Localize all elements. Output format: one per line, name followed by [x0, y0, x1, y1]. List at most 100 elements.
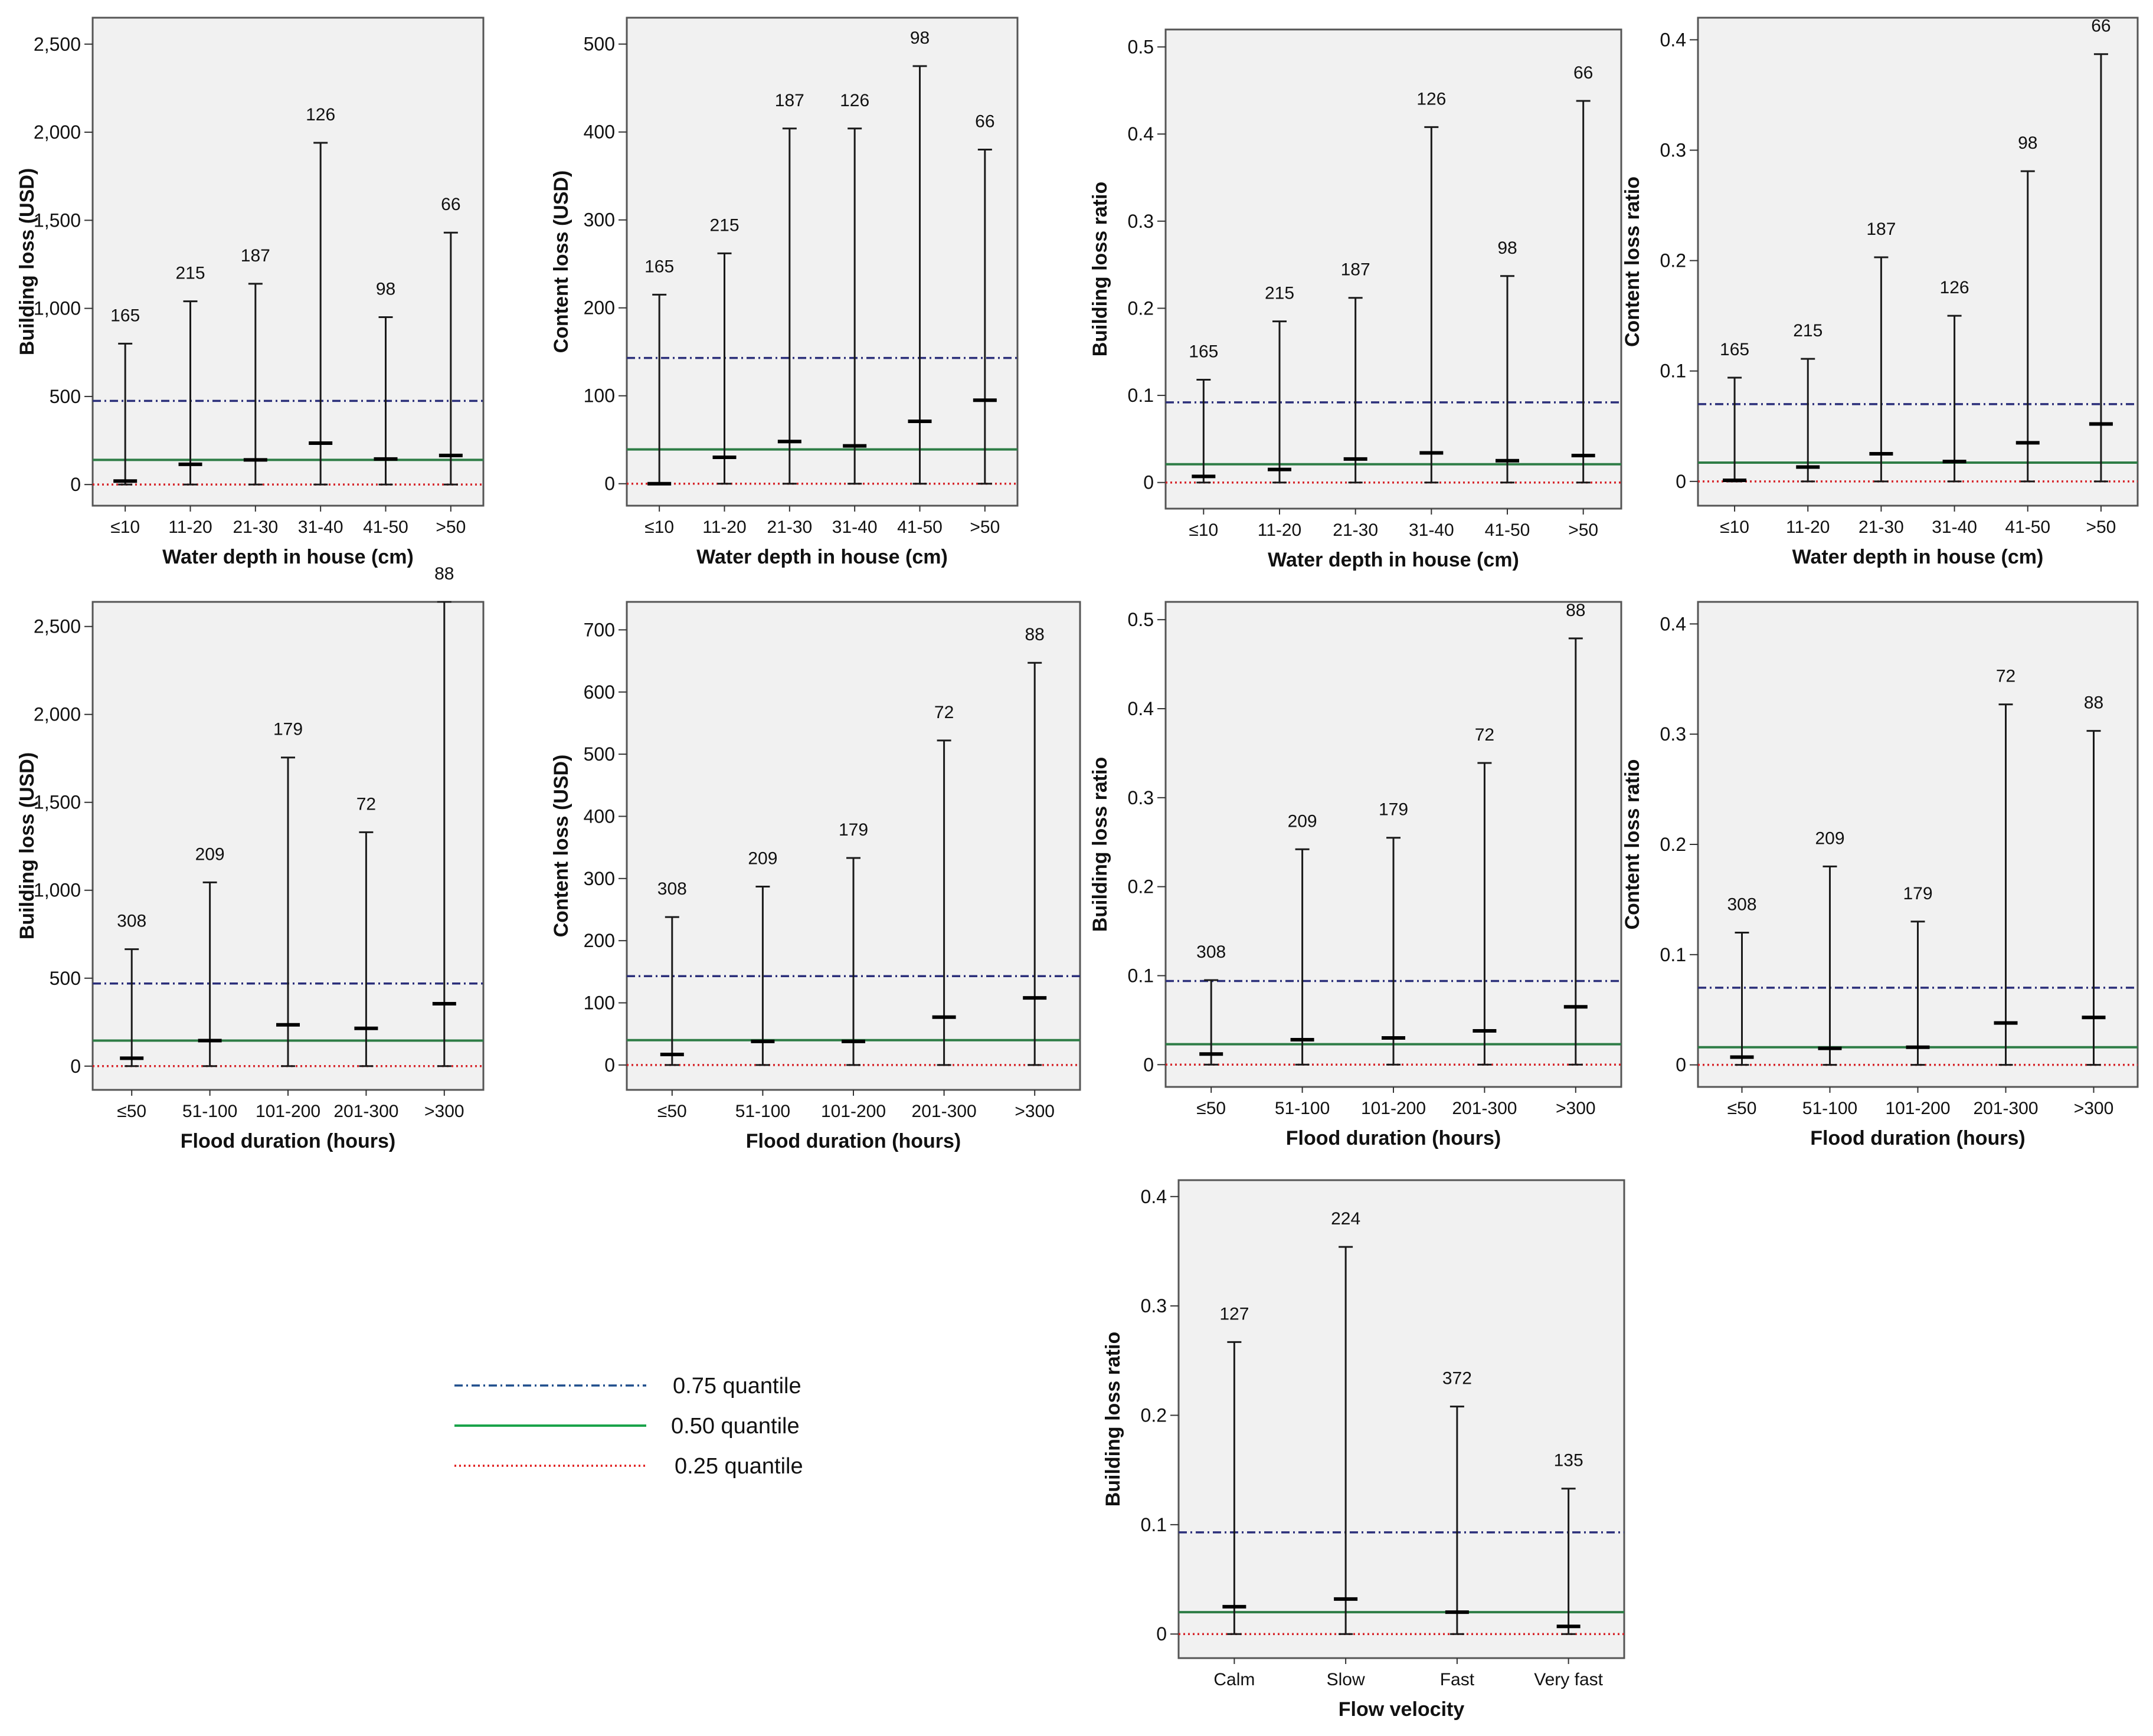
y-axis-title: Building loss ratio	[1089, 182, 1111, 357]
y-tick-label: 0	[604, 1054, 615, 1076]
y-tick-label: 0.3	[1660, 140, 1686, 161]
count-label: 308	[1196, 942, 1226, 962]
count-label: 165	[644, 257, 674, 276]
x-tick-label: ≤50	[1727, 1099, 1757, 1118]
x-tick-label: 21-30	[1333, 520, 1378, 540]
count-label: 88	[1566, 601, 1585, 620]
x-tick-label: >300	[2074, 1099, 2114, 1118]
y-tick-label: 500	[50, 386, 81, 407]
x-tick-label: 31-40	[832, 517, 878, 537]
count-label: 179	[1903, 884, 1932, 903]
x-tick-label: 101-200	[1885, 1099, 1950, 1118]
count-label: 209	[195, 844, 225, 864]
chart-panel-4: 0 0.1 0.2 0.3 0.4 165 ≤10 215 11-20 187 21-30 126 31…	[1621, 17, 2139, 568]
count-label: 66	[975, 112, 994, 132]
y-tick-label: 400	[584, 122, 615, 143]
count-label: 66	[1573, 63, 1593, 83]
x-tick-label: 201-300	[1973, 1099, 2038, 1118]
y-tick-label: 1,000	[34, 298, 81, 319]
y-tick-label: 0	[70, 1056, 81, 1077]
x-tick-label: 41-50	[897, 517, 943, 537]
x-tick-label: 31-40	[1409, 520, 1454, 540]
x-tick-label: 21-30	[767, 517, 812, 537]
y-tick-label: 1,000	[34, 880, 81, 901]
chart-panel-5: 0 500 1,000 1,500 2,000 2,500 308 ≤50 209 51-100 1…	[16, 564, 485, 1152]
count-label: 372	[1442, 1369, 1472, 1388]
y-tick-label: 0.2	[1141, 1405, 1167, 1426]
x-tick-label: >300	[1556, 1099, 1596, 1118]
x-tick-label: 11-20	[1258, 520, 1302, 540]
x-tick-label: 51-100	[1802, 1099, 1857, 1118]
count-label: 165	[1720, 340, 1749, 359]
y-axis-title: Building loss (USD)	[16, 168, 38, 355]
y-tick-label: 200	[584, 297, 615, 319]
x-tick-label: ≤50	[657, 1102, 687, 1121]
y-tick-label: 0.2	[1660, 834, 1686, 855]
count-label: 126	[306, 105, 335, 125]
count-label: 98	[376, 280, 395, 299]
count-label: 126	[840, 91, 869, 110]
y-tick-label: 0.4	[1141, 1186, 1167, 1207]
chart-panel-1: 0 500 1,000 1,500 2,000 2,500 165 ≤10 215 11-20 18…	[16, 17, 485, 568]
count-label: 88	[2084, 693, 2103, 713]
y-axis-title: Content loss (USD)	[550, 755, 572, 938]
chart-panel-2: 0 100 200 300 400 500 165 ≤10 215 11-20 187 21-30 12…	[550, 17, 1019, 568]
y-tick-label: 0	[70, 474, 81, 495]
y-tick-label: 500	[50, 968, 81, 989]
y-tick-label: 2,000	[34, 122, 81, 143]
count-label: 165	[1189, 342, 1218, 361]
count-label: 98	[2018, 133, 2037, 153]
y-tick-label: 200	[584, 930, 615, 951]
y-tick-label: 0	[1143, 472, 1154, 493]
count-label: 308	[657, 879, 687, 899]
count-label: 126	[1940, 278, 1969, 297]
x-tick-label: 51-100	[735, 1102, 790, 1121]
y-tick-label: 0.3	[1660, 723, 1686, 745]
y-tick-label: 0	[1676, 1054, 1686, 1076]
count-label: 88	[434, 564, 454, 584]
x-tick-label: 41-50	[1485, 520, 1530, 540]
y-tick-label: 0.4	[1128, 123, 1154, 145]
chart-panel-8: 0 0.1 0.2 0.3 0.4 308 ≤50 209 51-100 179 101-200 72…	[1621, 601, 2139, 1149]
y-tick-label: 0.1	[1660, 944, 1686, 965]
count-label: 224	[1331, 1209, 1360, 1229]
y-axis-title: Content loss (USD)	[550, 171, 572, 353]
x-tick-label: 11-20	[1786, 517, 1830, 537]
x-axis-title: Water depth in house (cm)	[162, 546, 414, 568]
x-tick-label: 201-300	[333, 1102, 398, 1121]
x-tick-label: ≤50	[1196, 1099, 1226, 1118]
y-axis-title: Building loss ratio	[1102, 1332, 1124, 1507]
y-tick-label: 0.3	[1128, 787, 1154, 808]
x-tick-label: 51-100	[1275, 1099, 1330, 1118]
count-label: 127	[1219, 1304, 1249, 1324]
y-tick-label: 300	[584, 868, 615, 889]
x-tick-label: 201-300	[1452, 1099, 1517, 1118]
count-label: 72	[934, 703, 954, 722]
y-tick-label: 0.4	[1660, 613, 1686, 634]
count-label: 187	[775, 91, 804, 110]
x-tick-label: >50	[970, 517, 1000, 537]
x-tick-label: ≤10	[110, 517, 140, 537]
count-label: 215	[709, 215, 739, 235]
y-tick-label: 0.2	[1128, 876, 1154, 898]
x-axis-title: Water depth in house (cm)	[1268, 549, 1519, 571]
count-label: 308	[1727, 895, 1756, 914]
x-tick-label: 21-30	[233, 517, 278, 537]
y-tick-label: 0.1	[1660, 361, 1686, 382]
plot-area	[1164, 28, 1622, 510]
legend-q50-label: 0.50 quantile	[671, 1414, 800, 1439]
count-label: 215	[1265, 284, 1294, 303]
y-tick-label: 0	[604, 473, 615, 494]
x-axis-title: Water depth in house (cm)	[1792, 546, 2044, 568]
count-label: 98	[1497, 238, 1517, 258]
count-label: 209	[1288, 811, 1317, 831]
y-tick-label: 0.1	[1128, 965, 1154, 986]
x-tick-label: 51-100	[182, 1102, 237, 1121]
chart-panel-3: 0 0.1 0.2 0.3 0.4 0.5 165 ≤10 215 11-20 187 21-30 12…	[1089, 28, 1622, 571]
count-label: 179	[273, 720, 303, 739]
count-label: 72	[356, 794, 376, 814]
x-axis-title: Water depth in house (cm)	[696, 546, 948, 568]
y-tick-label: 0	[1143, 1054, 1154, 1075]
chart-panel-6: 0 100 200 300 400 500 600 700 308 ≤50 209 51-100 179…	[550, 601, 1081, 1152]
x-tick-label: 41-50	[363, 517, 408, 537]
